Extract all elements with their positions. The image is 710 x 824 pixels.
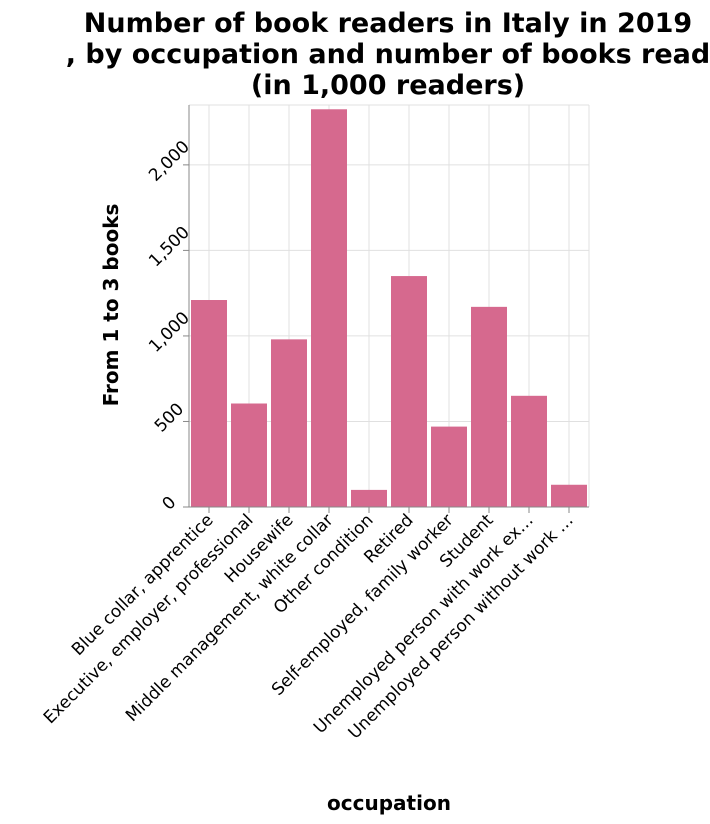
x-axis-title: occupation (327, 791, 451, 815)
chart-title: Number of book readers in Italy in 2019 … (66, 8, 710, 101)
y-tick-label: 500 (151, 399, 188, 436)
y-axis-title: From 1 to 3 books (99, 204, 123, 407)
bar (231, 403, 267, 507)
bar (311, 109, 347, 507)
bar (191, 300, 227, 507)
chart-title-line-1: Number of book readers in Italy in 2019 (84, 8, 692, 39)
bar (551, 484, 587, 507)
y-tick-label: 2,000 (145, 137, 194, 186)
bar (271, 339, 307, 507)
bar (471, 306, 507, 507)
y-tick-label: 1,000 (145, 308, 194, 357)
bar (431, 426, 467, 507)
bar (511, 395, 547, 507)
chart-title-line-2: , by occupation and number of books read (66, 39, 710, 70)
bar (351, 489, 387, 507)
chart-title-line-3: (in 1,000 readers) (251, 70, 525, 101)
bars (191, 109, 587, 507)
bar (391, 276, 427, 507)
y-tick-label: 1,500 (145, 223, 194, 272)
y-tick-label: 0 (159, 493, 181, 515)
